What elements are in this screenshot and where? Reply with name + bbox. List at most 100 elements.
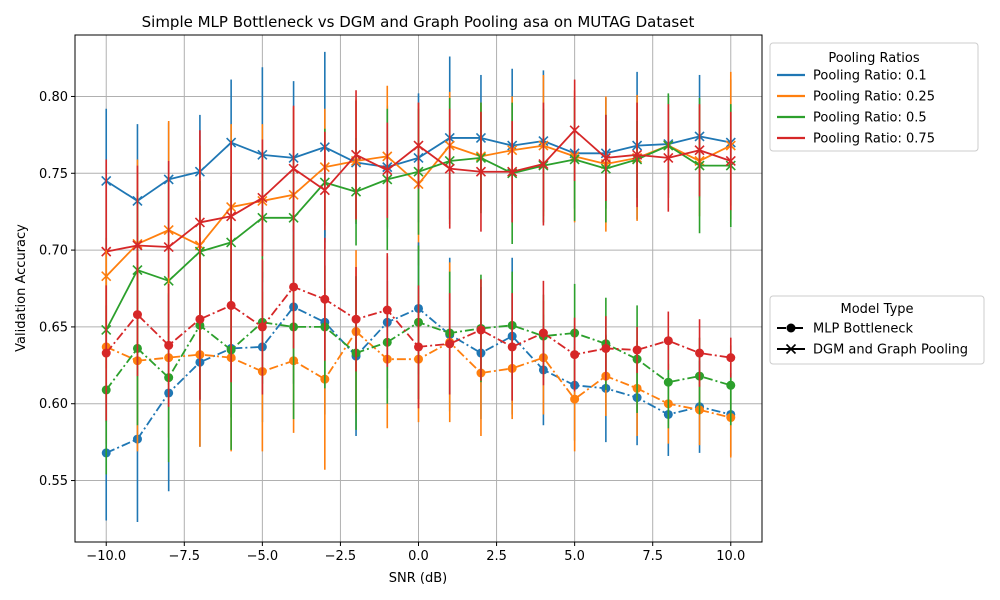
y-tick-label: 0.60 — [39, 397, 68, 412]
marker-stroke — [475, 166, 487, 177]
y-tick-label: 0.75 — [39, 167, 68, 182]
legend-model-label: DGM and Graph Pooling — [813, 343, 968, 358]
data-point — [382, 165, 393, 176]
data-point — [663, 336, 673, 346]
marker-stroke — [507, 166, 518, 177]
data-point — [632, 149, 643, 160]
marker-stroke — [785, 343, 797, 355]
marker-stroke — [226, 211, 237, 222]
data-point — [257, 192, 268, 203]
data-point — [570, 394, 580, 404]
data-point — [350, 149, 362, 160]
x-tick-label: 5.0 — [564, 549, 585, 564]
y-axis-label: Validation Accuracy — [14, 224, 29, 352]
marker-stroke — [288, 163, 299, 174]
legend-pooling-label: Pooling Ratio: 0.1 — [813, 69, 927, 84]
data-point — [132, 310, 142, 320]
marker-stroke — [163, 241, 174, 253]
legend-pooling-entry: Pooling Ratio: 0.5 — [777, 111, 927, 126]
legend-marker — [785, 343, 797, 355]
marker-stroke — [319, 185, 330, 196]
marker-stroke — [663, 152, 674, 163]
y-axis: 0.55 0.60 0.65 0.70 0.75 0.80 — [39, 90, 75, 489]
data-point — [570, 350, 580, 360]
legend-pooling-label: Pooling Ratio: 0.25 — [813, 90, 935, 105]
x-tick-label: −5.0 — [247, 549, 279, 564]
data-point — [351, 314, 361, 324]
data-point — [320, 294, 330, 304]
marker-stroke — [257, 192, 268, 203]
data-point — [257, 322, 267, 332]
data-point — [226, 300, 236, 310]
data-point — [601, 343, 611, 353]
y-tick-label: 0.55 — [39, 474, 68, 489]
data-point — [414, 342, 423, 352]
x-tick-label: 10.0 — [716, 549, 745, 564]
data-point — [163, 241, 174, 253]
data-point — [288, 163, 299, 174]
legend-pooling-entry: Pooling Ratio: 0.1 — [777, 69, 927, 84]
marker-stroke — [569, 125, 580, 136]
data-point — [132, 240, 143, 251]
legend-model-entry: DGM and Graph Pooling — [777, 343, 968, 358]
data-point — [445, 339, 455, 349]
marker-stroke — [632, 149, 643, 160]
data-point — [632, 345, 642, 355]
data-point — [319, 185, 330, 196]
data-point — [475, 166, 487, 177]
data-point — [538, 158, 549, 170]
legend-model-type: Model Type MLP Bottleneck DGM and Graph P… — [769, 295, 985, 365]
legend-pooling-entry: Pooling Ratio: 0.25 — [777, 90, 935, 105]
series-mlp-ratio-0_75 — [101, 225, 736, 421]
y-tick-label: 0.65 — [39, 320, 68, 335]
y-tick-label: 0.70 — [39, 244, 68, 259]
marker-stroke — [194, 217, 205, 228]
marker-stroke — [382, 165, 393, 176]
x-tick-label: −10.0 — [86, 549, 126, 564]
x-tick-label: 2.5 — [486, 549, 507, 564]
x-tick-label: −7.5 — [169, 549, 201, 564]
data-point — [194, 217, 205, 228]
legend-model-frame — [769, 295, 985, 365]
y-tick-label: 0.80 — [39, 90, 68, 105]
marker-stroke — [350, 149, 362, 160]
legend-pooling-title: Pooling Ratios — [828, 51, 920, 66]
x-axis: −10.0 −7.5 −5.0 −2.5 0.0 2.5 5.0 7.5 10.0 — [86, 542, 745, 564]
data-point — [726, 353, 736, 363]
data-point — [569, 125, 580, 136]
marker-stroke — [444, 163, 455, 174]
data-point — [101, 348, 111, 358]
marker-stroke — [538, 158, 549, 170]
x-tick-label: 7.5 — [642, 549, 663, 564]
legend-pooling-frame — [769, 42, 979, 152]
marker-stroke — [132, 240, 143, 251]
data-point — [695, 348, 705, 358]
legend-pooling-entry: Pooling Ratio: 0.75 — [777, 132, 935, 147]
data-point — [507, 342, 517, 352]
legend-pooling-label: Pooling Ratio: 0.75 — [813, 132, 935, 147]
marker-stroke — [694, 145, 705, 156]
data-point — [507, 166, 518, 177]
data-point — [476, 325, 486, 335]
x-axis-label: SNR (dB) — [389, 571, 447, 586]
marker-stroke — [413, 140, 424, 151]
legend-model-entry: MLP Bottleneck — [777, 322, 913, 337]
legend-pooling-ratios: Pooling Ratios Pooling Ratio: 0.1 Pooling… — [769, 42, 979, 152]
data-point — [413, 140, 424, 151]
data-point — [289, 282, 299, 292]
data-point — [663, 377, 673, 387]
marker-stroke — [600, 152, 611, 163]
data-point — [663, 152, 674, 163]
legend-model-title: Model Type — [840, 302, 913, 317]
legend-marker — [786, 323, 796, 333]
x-tick-label: 0.0 — [408, 549, 429, 564]
x-tick-label: −2.5 — [325, 549, 357, 564]
legend-pooling-label: Pooling Ratio: 0.5 — [813, 111, 927, 126]
data-point — [725, 155, 736, 167]
data-point — [444, 163, 455, 174]
data-point — [382, 305, 392, 315]
plot-area — [101, 51, 736, 523]
data-point — [195, 314, 205, 324]
plot-series-group — [101, 51, 736, 523]
